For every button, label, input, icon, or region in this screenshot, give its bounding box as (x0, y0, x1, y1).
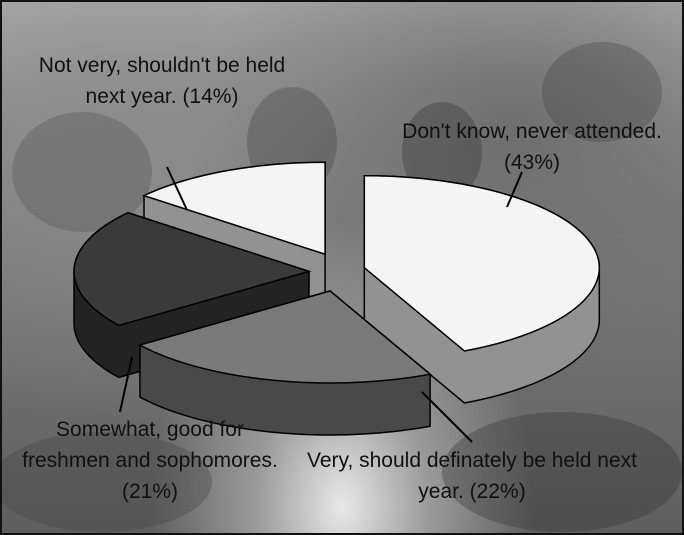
slice-label: Don't know, never attended. (43%) (382, 116, 682, 178)
slice (363, 174, 601, 352)
background-photo (2, 42, 682, 532)
value-label: (14%) (182, 85, 239, 108)
value-label: (43%) (503, 151, 561, 174)
slice (141, 161, 326, 256)
value-label: (22%) (469, 480, 526, 503)
slice (137, 290, 432, 384)
value-label: (21%) (121, 480, 179, 503)
category-label: Somewhat, good for freshmen and sophomor… (22, 418, 278, 472)
slice (73, 211, 312, 327)
slice-label: Somewhat, good for freshmen and sophomor… (20, 414, 280, 507)
slice-label: Not very, shouldn't be held next year. (… (27, 50, 297, 112)
leader-lines (119, 166, 523, 443)
slice-label: Very, should definately be held next yea… (302, 445, 642, 507)
category-label: Very, should definately be held next yea… (306, 449, 637, 503)
category-label: Don't know, never attended. (402, 120, 662, 143)
category-label: Not very, shouldn't be held next year. (38, 54, 286, 108)
